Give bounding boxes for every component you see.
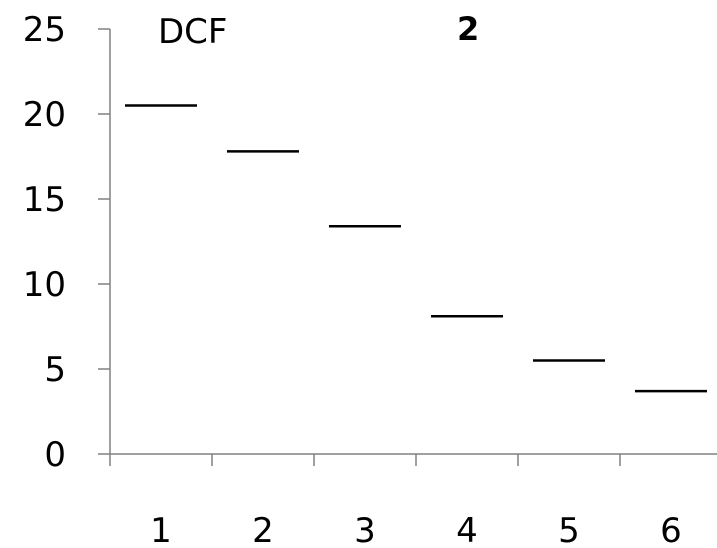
x-tick-label: 6: [660, 511, 682, 548]
y-tick-label: 0: [44, 435, 66, 475]
y-tick-label: 15: [23, 180, 66, 220]
x-tick-label: 3: [354, 511, 376, 548]
y-tick-label: 10: [23, 265, 66, 305]
x-axis: 1 2 3 4 5 6: [109, 453, 717, 548]
x-tick-label: 2: [252, 511, 274, 548]
x-tick-label: 5: [558, 511, 580, 548]
y-axis: 0 5 10 15 20 25: [23, 10, 111, 475]
x-tick-label: 4: [456, 511, 478, 548]
x-tick-label: 1: [150, 511, 172, 548]
y-tick-label: 20: [23, 95, 66, 135]
series-marks: [125, 104, 707, 393]
chart-subtitle: 2: [457, 10, 479, 48]
y-tick-label: 25: [23, 10, 66, 50]
chart-title: DCF: [158, 12, 227, 52]
y-tick-label: 5: [44, 350, 66, 390]
